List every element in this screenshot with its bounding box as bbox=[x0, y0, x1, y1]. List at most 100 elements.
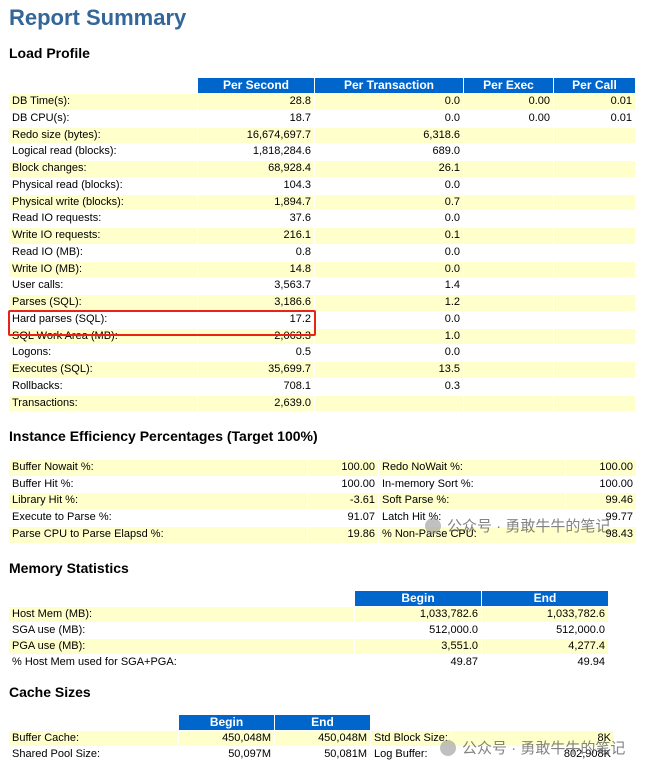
value-cell: 37.6 bbox=[289, 212, 311, 225]
value-cell: 3,186.6 bbox=[198, 295, 314, 311]
data-row: Parse CPU to Parse Elapsd %: 19.86% Non-P… bbox=[9, 526, 636, 543]
value-cell: 0.0 bbox=[315, 94, 463, 110]
section-heading: Memory Statistics bbox=[9, 560, 129, 576]
value-cell: 28.8 bbox=[198, 94, 314, 110]
label-cell: Read IO (MB): bbox=[12, 245, 83, 258]
data-row: PGA use (MB): 3,551.0 4,277.4 bbox=[9, 639, 608, 654]
value-cell: 49.87 bbox=[450, 656, 478, 668]
value-cell bbox=[554, 379, 635, 395]
section-heading: Load Profile bbox=[9, 45, 90, 61]
report-title: Report Summary bbox=[9, 5, 187, 30]
header-cell bbox=[452, 715, 614, 730]
label-cell: Rollbacks: bbox=[12, 379, 63, 392]
data-row: Block changes: 68,928.4 26.1 bbox=[9, 161, 635, 177]
value-cell: 16,674,697.7 bbox=[198, 127, 314, 144]
value-cell: 17.2 bbox=[289, 312, 311, 325]
label-cell: Redo size (bytes): bbox=[9, 127, 197, 144]
data-row: Read IO requests: 37.6 0.0 bbox=[9, 211, 635, 227]
watermark-text: 公众号 · 勇敢牛牛的笔记 bbox=[447, 518, 611, 535]
value-cell bbox=[464, 261, 553, 278]
data-row: Buffer Hit %: 100.00 In-memory Sort %: 100.… bbox=[9, 477, 636, 493]
header-cell bbox=[9, 78, 197, 93]
value-cell bbox=[315, 395, 463, 412]
value-cell: 0.0 bbox=[444, 212, 460, 225]
value-cell: 216.1 bbox=[198, 228, 314, 244]
value-cell: 99.77 bbox=[605, 511, 633, 524]
watermark: 公众号 · 勇敢牛牛的笔记 bbox=[425, 515, 610, 536]
instance-efficiency-table: Buffer Nowait %: 100.00 Redo NoWait %: 100.… bbox=[8, 459, 637, 544]
label-cell: Buffer Hit %: bbox=[12, 477, 74, 490]
value-cell bbox=[464, 178, 553, 194]
label-cell: Parse CPU to Parse Elapsd %: bbox=[9, 526, 307, 543]
value-cell: 100.00 bbox=[308, 460, 378, 476]
header-cell: Per Transaction bbox=[315, 78, 463, 93]
value-cell bbox=[464, 245, 553, 261]
data-row: Physical write (blocks): 1,894.7 0.7 bbox=[9, 194, 635, 211]
data-row: User calls: 3,563.7 1.4 bbox=[9, 278, 635, 294]
value-cell: 8K bbox=[451, 731, 614, 746]
value-cell bbox=[554, 261, 635, 278]
header-cell: Per Call bbox=[554, 78, 635, 93]
label-cell: PGA use (MB): bbox=[9, 639, 354, 654]
header-cell bbox=[9, 591, 354, 606]
label-cell: % Host Mem used for SGA+PGA: bbox=[12, 656, 177, 668]
value-cell: 1,033,782.6 bbox=[482, 607, 608, 622]
value-cell: 49.94 bbox=[577, 656, 605, 668]
data-row: Logical read (blocks): 1,818,284.6 689.0 bbox=[9, 144, 635, 160]
value-cell: 0.00 bbox=[528, 111, 550, 124]
label-cell: User calls: bbox=[12, 279, 64, 292]
data-row: Buffer Nowait %: 100.00 Redo NoWait %: 100.… bbox=[9, 460, 636, 476]
data-row: Physical read (blocks): 104.3 0.0 bbox=[9, 178, 635, 194]
value-cell: 708.1 bbox=[283, 379, 311, 392]
value-cell: 1,033,782.6 bbox=[355, 607, 481, 622]
load-profile-table: Per Second Per Transaction Per Exec Per Cal… bbox=[8, 77, 636, 412]
data-row: Host Mem (MB): 1,033,782.6 1,033,782.6 bbox=[9, 607, 608, 622]
header-cell: Begin bbox=[179, 715, 274, 730]
header-cell bbox=[371, 715, 451, 730]
value-cell: 0.0 bbox=[444, 178, 460, 191]
value-cell: 1.2 bbox=[315, 295, 463, 311]
value-cell bbox=[554, 228, 635, 244]
data-row: Write IO (MB): 14.8 0.0 bbox=[9, 261, 635, 278]
header-cell: Begin bbox=[355, 591, 481, 606]
value-cell bbox=[464, 211, 553, 227]
value-cell: 68,928.4 bbox=[198, 161, 314, 177]
value-cell: 98.43 bbox=[566, 526, 636, 543]
label-cell: Host Mem (MB): bbox=[9, 607, 354, 622]
label-cell: Write IO requests: bbox=[9, 228, 197, 244]
value-cell: 100.00 bbox=[599, 477, 633, 490]
value-cell: 1.0 bbox=[315, 328, 463, 345]
label-cell: Write IO (MB): bbox=[9, 261, 197, 278]
value-cell: 0.8 bbox=[295, 245, 311, 258]
label-cell: Hard parses (SQL): bbox=[12, 312, 108, 325]
label-cell: Physical write (blocks): bbox=[9, 194, 197, 211]
value-cell bbox=[554, 144, 635, 160]
value-cell: 99.46 bbox=[566, 493, 636, 510]
watermark: 公众号 · 勇敢牛牛的笔记 bbox=[440, 737, 625, 758]
value-cell: 0.0 bbox=[444, 111, 460, 124]
value-cell: 0.3 bbox=[444, 379, 460, 392]
label-cell: Block changes: bbox=[9, 161, 197, 177]
value-cell: 1.4 bbox=[444, 279, 460, 292]
value-cell: 4,277.4 bbox=[482, 639, 608, 654]
value-cell bbox=[554, 295, 635, 311]
value-cell: 19.86 bbox=[308, 526, 378, 543]
value-cell bbox=[554, 345, 635, 361]
value-cell: 6,318.6 bbox=[315, 127, 463, 144]
data-row: Parses (SQL): 3,186.6 1.2 bbox=[9, 295, 635, 311]
value-cell: 450,048M bbox=[275, 731, 370, 746]
label-cell: % Non-Parse CPU: bbox=[379, 526, 565, 543]
label-cell: Logons: bbox=[12, 346, 52, 359]
label-cell: DB Time(s): bbox=[9, 94, 197, 110]
label-cell: Redo NoWait %: bbox=[379, 460, 565, 476]
value-cell: 104.3 bbox=[283, 178, 311, 191]
data-row: DB CPU(s): 18.7 0.0 0.00 0.01 bbox=[9, 111, 635, 127]
label-cell: Execute to Parse %: bbox=[12, 511, 112, 524]
data-row: Buffer Cache: 450,048M 450,048M Std Block S… bbox=[9, 731, 614, 746]
data-row: Library Hit %: -3.61 Soft Parse %: 99.46 bbox=[9, 493, 636, 510]
value-cell: 450,048M bbox=[179, 731, 274, 746]
value-cell bbox=[554, 211, 635, 227]
value-cell bbox=[464, 278, 553, 294]
header-cell: Per Second bbox=[198, 78, 314, 93]
